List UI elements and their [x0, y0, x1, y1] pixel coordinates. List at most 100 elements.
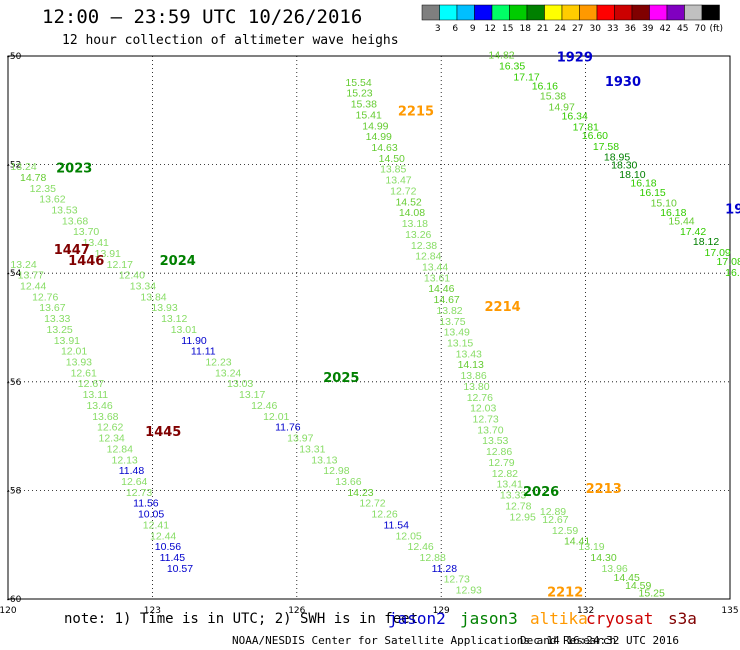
y-tick-label: -50: [7, 52, 22, 62]
colorbar-swatch: [544, 4, 563, 21]
y-tick-label: -52: [7, 161, 22, 171]
swh-value: 17.81: [573, 121, 599, 133]
swh-value: 13.70: [73, 226, 99, 238]
swh-value: 15.38: [351, 99, 377, 111]
swh-value: 15.41: [356, 109, 382, 121]
swh-value: 14.63: [371, 142, 397, 154]
swh-value: 10.05: [138, 509, 164, 521]
swh-value: 14.67: [433, 294, 459, 306]
swh-value: 15.10: [651, 197, 677, 209]
colorbar-tick-label: 18: [520, 24, 532, 34]
swh-value: 13.86: [460, 370, 486, 382]
swh-value: 14.41: [564, 536, 590, 548]
swh-value: 14.59: [625, 580, 651, 592]
swh-value: 14.45: [614, 572, 640, 584]
swh-value: 13.93: [151, 302, 177, 314]
swh-value: 12.73: [472, 414, 498, 426]
x-tick-label: 129: [433, 606, 450, 616]
y-tick-label: -58: [7, 486, 22, 496]
swh-value: 13.46: [86, 400, 112, 412]
colorbar-swatch: [596, 4, 615, 21]
swh-value: 12.79: [488, 457, 514, 469]
swh-value: 11.45: [160, 552, 186, 564]
colorbar-tick-label: 27: [572, 24, 583, 34]
colorbar-tick-label: 6: [452, 24, 458, 34]
swh-value: 17.58: [593, 141, 619, 153]
satellite-legend-item: altika: [530, 609, 588, 628]
swh-value: 13.68: [92, 411, 118, 423]
swh-value: 13.70: [477, 424, 503, 436]
swh-value: 14.78: [20, 172, 46, 184]
swh-value: 13.13: [311, 454, 337, 466]
track-time-label: 2215: [398, 105, 434, 120]
swh-value: 12.01: [61, 346, 87, 358]
swh-value: 14.08: [399, 207, 425, 219]
footer-note: note: 1) Time is in UTC; 2) SWH is in fe…: [64, 611, 419, 627]
colorbar-swatch: [631, 4, 650, 21]
swh-value: 12.34: [98, 433, 124, 445]
track-time-label: 1446: [68, 254, 104, 269]
swh-value: 12.41: [143, 519, 169, 531]
swh-value: 13.26: [405, 229, 431, 241]
swh-value: 14.99: [362, 120, 388, 132]
swh-value: 13.18: [402, 218, 428, 230]
colorbar-tick-label: 12: [485, 24, 496, 34]
swh-value: 13.24: [10, 259, 36, 271]
swh-value: 12.62: [97, 422, 123, 434]
track-time-label: 1447: [54, 243, 90, 258]
colorbar-tick-label: 39: [642, 24, 654, 34]
colorbar-swatch: [491, 4, 510, 21]
swh-value: 13.80: [463, 381, 489, 393]
swh-value: 13.77: [18, 270, 44, 282]
swh-value: 11.76: [275, 422, 301, 434]
swh-value: 13.12: [161, 313, 187, 325]
swh-value: 13.66: [335, 476, 361, 488]
swh-value: 12.86: [486, 446, 512, 458]
swh-value: 12.17: [107, 259, 133, 271]
y-tick-label: -60: [7, 595, 22, 605]
colorbar-swatch: [421, 4, 440, 21]
colorbar-tick-label: 45: [677, 24, 688, 34]
swh-value: 11.48: [119, 465, 145, 477]
satellite-legend-item: s3a: [668, 609, 697, 628]
plot-frame: [7, 55, 731, 600]
swh-value: 12.64: [121, 476, 147, 488]
track-time-label: 2023: [56, 162, 92, 177]
swh-value: 15.38: [540, 90, 566, 102]
swh-value: 12.82: [492, 468, 518, 480]
swh-value: 12.46: [408, 541, 434, 553]
swh-value: 11.28: [432, 563, 458, 575]
swh-value: 11.90: [181, 335, 207, 347]
swh-value: 12.95: [510, 511, 536, 523]
swh-value: 13.84: [140, 291, 166, 303]
swh-value: 12.72: [390, 185, 416, 197]
swh-value: 12.23: [205, 357, 231, 369]
track-time-label: 2212: [547, 585, 583, 600]
swh-value: 12.72: [359, 498, 385, 510]
swh-value: 12.38: [411, 240, 437, 252]
colorbar-tick-label: 33: [607, 24, 618, 34]
swh-value: 14.30: [590, 552, 616, 564]
swh-value: 15.25: [639, 587, 665, 599]
swh-value: 12.93: [456, 585, 482, 597]
swh-value: 13.41: [83, 237, 109, 249]
colorbar-unit: (ft): [710, 24, 724, 34]
swh-value: 16.18: [630, 177, 656, 189]
swh-value: 17.08: [717, 256, 740, 268]
page-title: 12:00 – 23:59 UTC 10/26/2016: [42, 6, 363, 28]
swh-value: 13.53: [51, 204, 77, 216]
swh-value: 10.57: [167, 563, 193, 575]
swh-value: 11.54: [383, 519, 409, 531]
x-tick-label: 126: [288, 606, 305, 616]
swh-value: 13.17: [239, 389, 265, 401]
swh-value: 13.53: [482, 435, 508, 447]
x-tick-label: 135: [721, 606, 738, 616]
swh-value: 14.23: [347, 487, 373, 499]
swh-value: 12.01: [263, 411, 289, 423]
swh-value: 12.40: [119, 270, 145, 282]
swh-value: 13.93: [66, 357, 92, 369]
colorbar-swatch: [649, 4, 668, 21]
swh-value: 13.33: [500, 490, 526, 502]
swh-value: 13.91: [54, 335, 80, 347]
